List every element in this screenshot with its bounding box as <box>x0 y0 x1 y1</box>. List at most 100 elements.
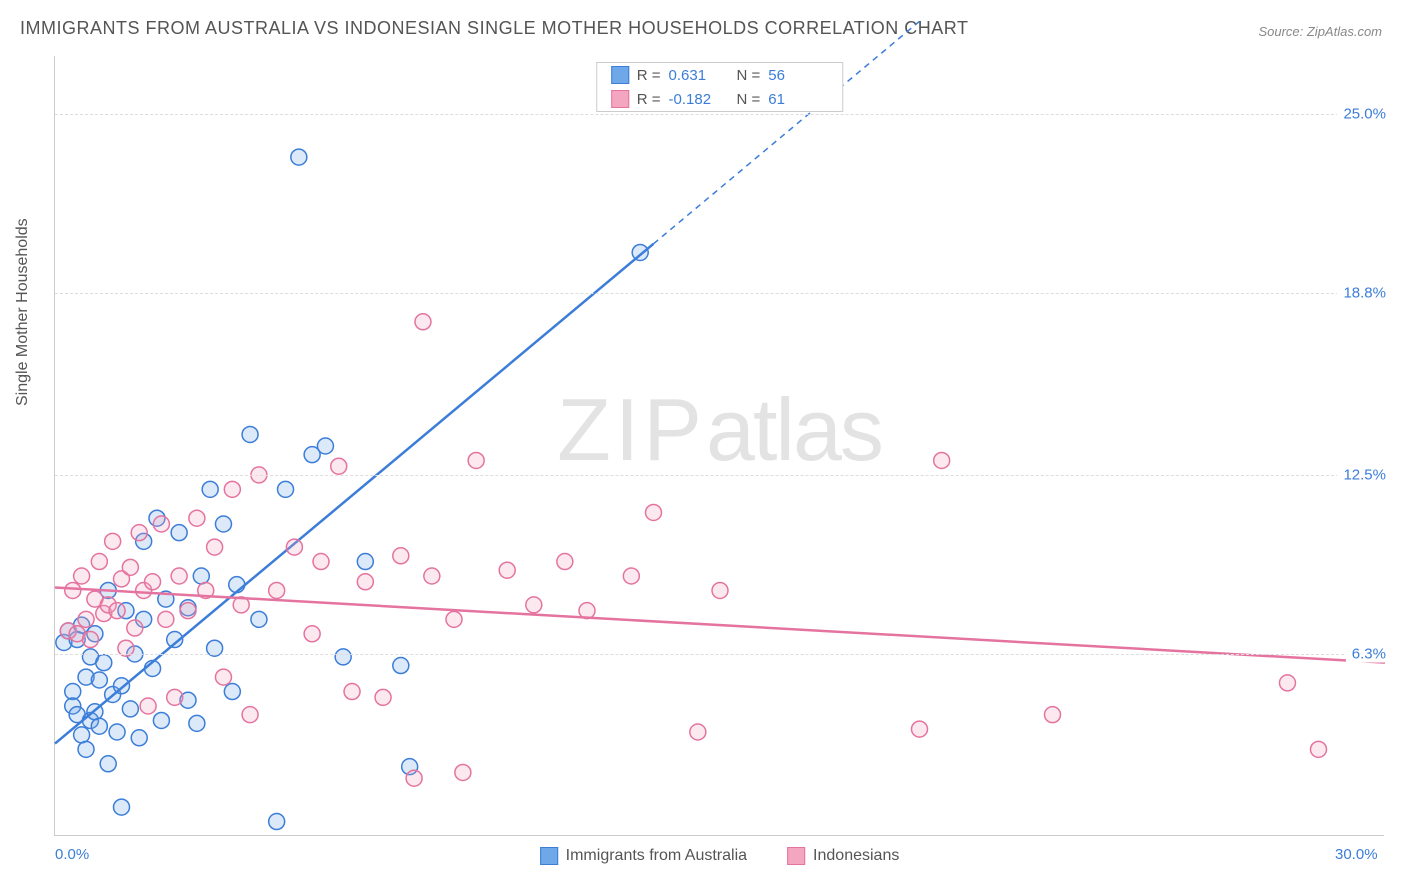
scatter-point <box>526 597 542 613</box>
scatter-point <box>91 672 107 688</box>
scatter-point <box>193 568 209 584</box>
scatter-point <box>153 712 169 728</box>
scatter-point <box>127 620 143 636</box>
scatter-point <box>74 568 90 584</box>
scatter-point <box>712 582 728 598</box>
legend-series-name: Immigrants from Australia <box>566 847 747 865</box>
scatter-point <box>424 568 440 584</box>
scatter-point <box>189 510 205 526</box>
scatter-point <box>623 568 639 584</box>
chart-title: IMMIGRANTS FROM AUSTRALIA VS INDONESIAN … <box>20 18 968 39</box>
scatter-point <box>171 568 187 584</box>
correlation-legend: R = 0.631 N = 56 R = -0.182 N = 61 <box>596 62 844 112</box>
legend-r-value: 0.631 <box>669 67 729 84</box>
scatter-point <box>105 533 121 549</box>
scatter-point <box>215 669 231 685</box>
scatter-point <box>114 799 130 815</box>
legend-r-label: R = <box>637 67 661 84</box>
scatter-point <box>153 516 169 532</box>
y-axis-label: Single Mother Households <box>14 218 32 406</box>
scatter-point <box>82 632 98 648</box>
scatter-point <box>109 603 125 619</box>
scatter-point <box>78 611 94 627</box>
legend-n-value: 56 <box>768 67 828 84</box>
scatter-point <box>557 554 573 570</box>
legend-r-value: -0.182 <box>669 91 729 108</box>
legend-item: Immigrants from Australia <box>540 847 747 865</box>
scatter-point <box>215 516 231 532</box>
scatter-point <box>171 525 187 541</box>
scatter-point <box>393 548 409 564</box>
scatter-point <box>242 426 258 442</box>
scatter-point <box>96 655 112 671</box>
legend-swatch <box>787 847 805 865</box>
scatter-point <box>65 582 81 598</box>
legend-row: R = 0.631 N = 56 <box>597 63 843 87</box>
legend-row: R = -0.182 N = 61 <box>597 87 843 111</box>
scatter-point <box>122 559 138 575</box>
scatter-point <box>131 730 147 746</box>
scatter-point <box>291 149 307 165</box>
scatter-point <box>499 562 515 578</box>
scatter-point <box>393 658 409 674</box>
x-tick-label: 0.0% <box>55 846 89 863</box>
scatter-point <box>335 649 351 665</box>
scatter-point <box>455 764 471 780</box>
scatter-point <box>690 724 706 740</box>
scatter-point <box>224 684 240 700</box>
scatter-point <box>91 718 107 734</box>
scatter-point <box>912 721 928 737</box>
legend-r-label: R = <box>637 91 661 108</box>
legend-n-value: 61 <box>768 91 828 108</box>
x-tick-label: 30.0% <box>1335 846 1378 863</box>
legend-series-name: Indonesians <box>813 847 899 865</box>
scatter-point <box>65 684 81 700</box>
scatter-point <box>446 611 462 627</box>
scatter-point <box>357 574 373 590</box>
scatter-point <box>78 741 94 757</box>
scatter-point <box>158 611 174 627</box>
y-tick-label: 18.8% <box>1337 284 1386 301</box>
scatter-point <box>406 770 422 786</box>
chart-plot-area: ZIPatlas R =0.631N =56R =-0.182N =61 Imm… <box>54 56 1384 836</box>
scatter-point <box>145 574 161 590</box>
scatter-point <box>344 684 360 700</box>
scatter-point <box>269 582 285 598</box>
scatter-point <box>415 314 431 330</box>
legend-n-label: N = <box>737 67 761 84</box>
legend-swatch <box>611 90 629 108</box>
scatter-point <box>375 689 391 705</box>
y-tick-label: 12.5% <box>1337 466 1386 483</box>
scatter-point <box>122 701 138 717</box>
scatter-point <box>331 458 347 474</box>
scatter-point <box>109 724 125 740</box>
scatter-point <box>100 756 116 772</box>
scatter-point <box>1045 707 1061 723</box>
legend-n-label: N = <box>737 91 761 108</box>
scatter-point <box>189 715 205 731</box>
scatter-point <box>286 539 302 555</box>
scatter-point <box>468 452 484 468</box>
scatter-point <box>74 727 90 743</box>
scatter-svg <box>55 56 1384 835</box>
scatter-point <box>646 504 662 520</box>
scatter-point <box>180 603 196 619</box>
y-tick-label: 6.3% <box>1346 646 1386 663</box>
scatter-point <box>131 525 147 541</box>
scatter-point <box>91 554 107 570</box>
series-legend: Immigrants from Australia Indonesians <box>540 847 900 865</box>
legend-item: Indonesians <box>787 847 899 865</box>
scatter-point <box>269 814 285 830</box>
scatter-point <box>317 438 333 454</box>
trend-line <box>55 244 654 744</box>
scatter-point <box>313 554 329 570</box>
scatter-point <box>207 539 223 555</box>
scatter-point <box>242 707 258 723</box>
legend-swatch <box>611 66 629 84</box>
scatter-point <box>140 698 156 714</box>
y-tick-label: 25.0% <box>1337 105 1386 122</box>
scatter-point <box>304 626 320 642</box>
scatter-point <box>357 554 373 570</box>
legend-swatch <box>540 847 558 865</box>
trend-line-dashed <box>654 21 920 243</box>
